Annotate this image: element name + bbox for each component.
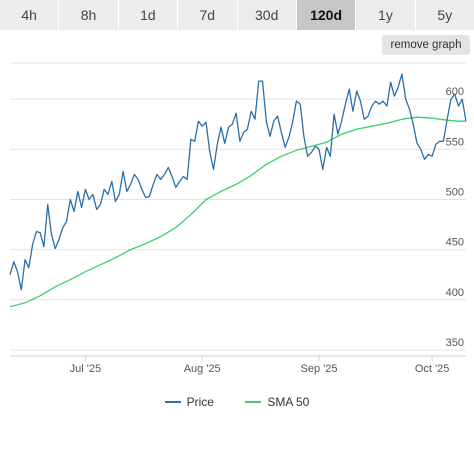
y-tick-label-400: 400 (446, 287, 464, 299)
tab-5y[interactable]: 5y (415, 0, 474, 30)
y-tick-label-450: 450 (446, 237, 464, 249)
x-tick-label-1: Aug '25 (184, 363, 221, 375)
tab-30d[interactable]: 30d (237, 0, 297, 30)
legend-label-sma: SMA 50 (267, 395, 310, 409)
price-chart: 350 400 450 500 550 600 Jul '25 Aug '25 Sep '25 O… (9, 62, 467, 375)
legend-item-price[interactable]: Price (164, 395, 214, 409)
y-tick-label-350: 350 (446, 337, 464, 349)
y-tick-label-550: 550 (446, 136, 464, 148)
y-tick-label-600: 600 (446, 86, 464, 98)
tab-120d[interactable]: 120d (296, 0, 357, 30)
tab-1y[interactable]: 1y (356, 0, 416, 30)
x-tick-label-0: Jul '25 (70, 363, 101, 375)
timeframe-tabs: 4h 8h 1d 7d 30d 120d 1y 5y (0, 0, 474, 30)
price-line-swatch (164, 401, 181, 403)
tab-4h[interactable]: 4h (0, 0, 60, 30)
legend-item-sma[interactable]: SMA 50 (245, 395, 309, 409)
x-tick-label-2: Sep '25 (301, 363, 338, 375)
price-series-line (9, 73, 467, 291)
sma50-series-line (9, 116, 466, 308)
y-tick-label-500: 500 (446, 186, 464, 198)
tab-1d[interactable]: 1d (118, 0, 179, 30)
tab-7d[interactable]: 7d (178, 0, 238, 30)
remove-graph-button[interactable]: remove graph (382, 35, 470, 55)
chart-legend: Price SMA 50 (0, 392, 474, 409)
legend-label-price: Price (186, 395, 214, 409)
sma-line-swatch (245, 401, 262, 403)
tab-8h[interactable]: 8h (59, 0, 119, 30)
x-tick-label-3: Oct '25 (415, 363, 450, 375)
